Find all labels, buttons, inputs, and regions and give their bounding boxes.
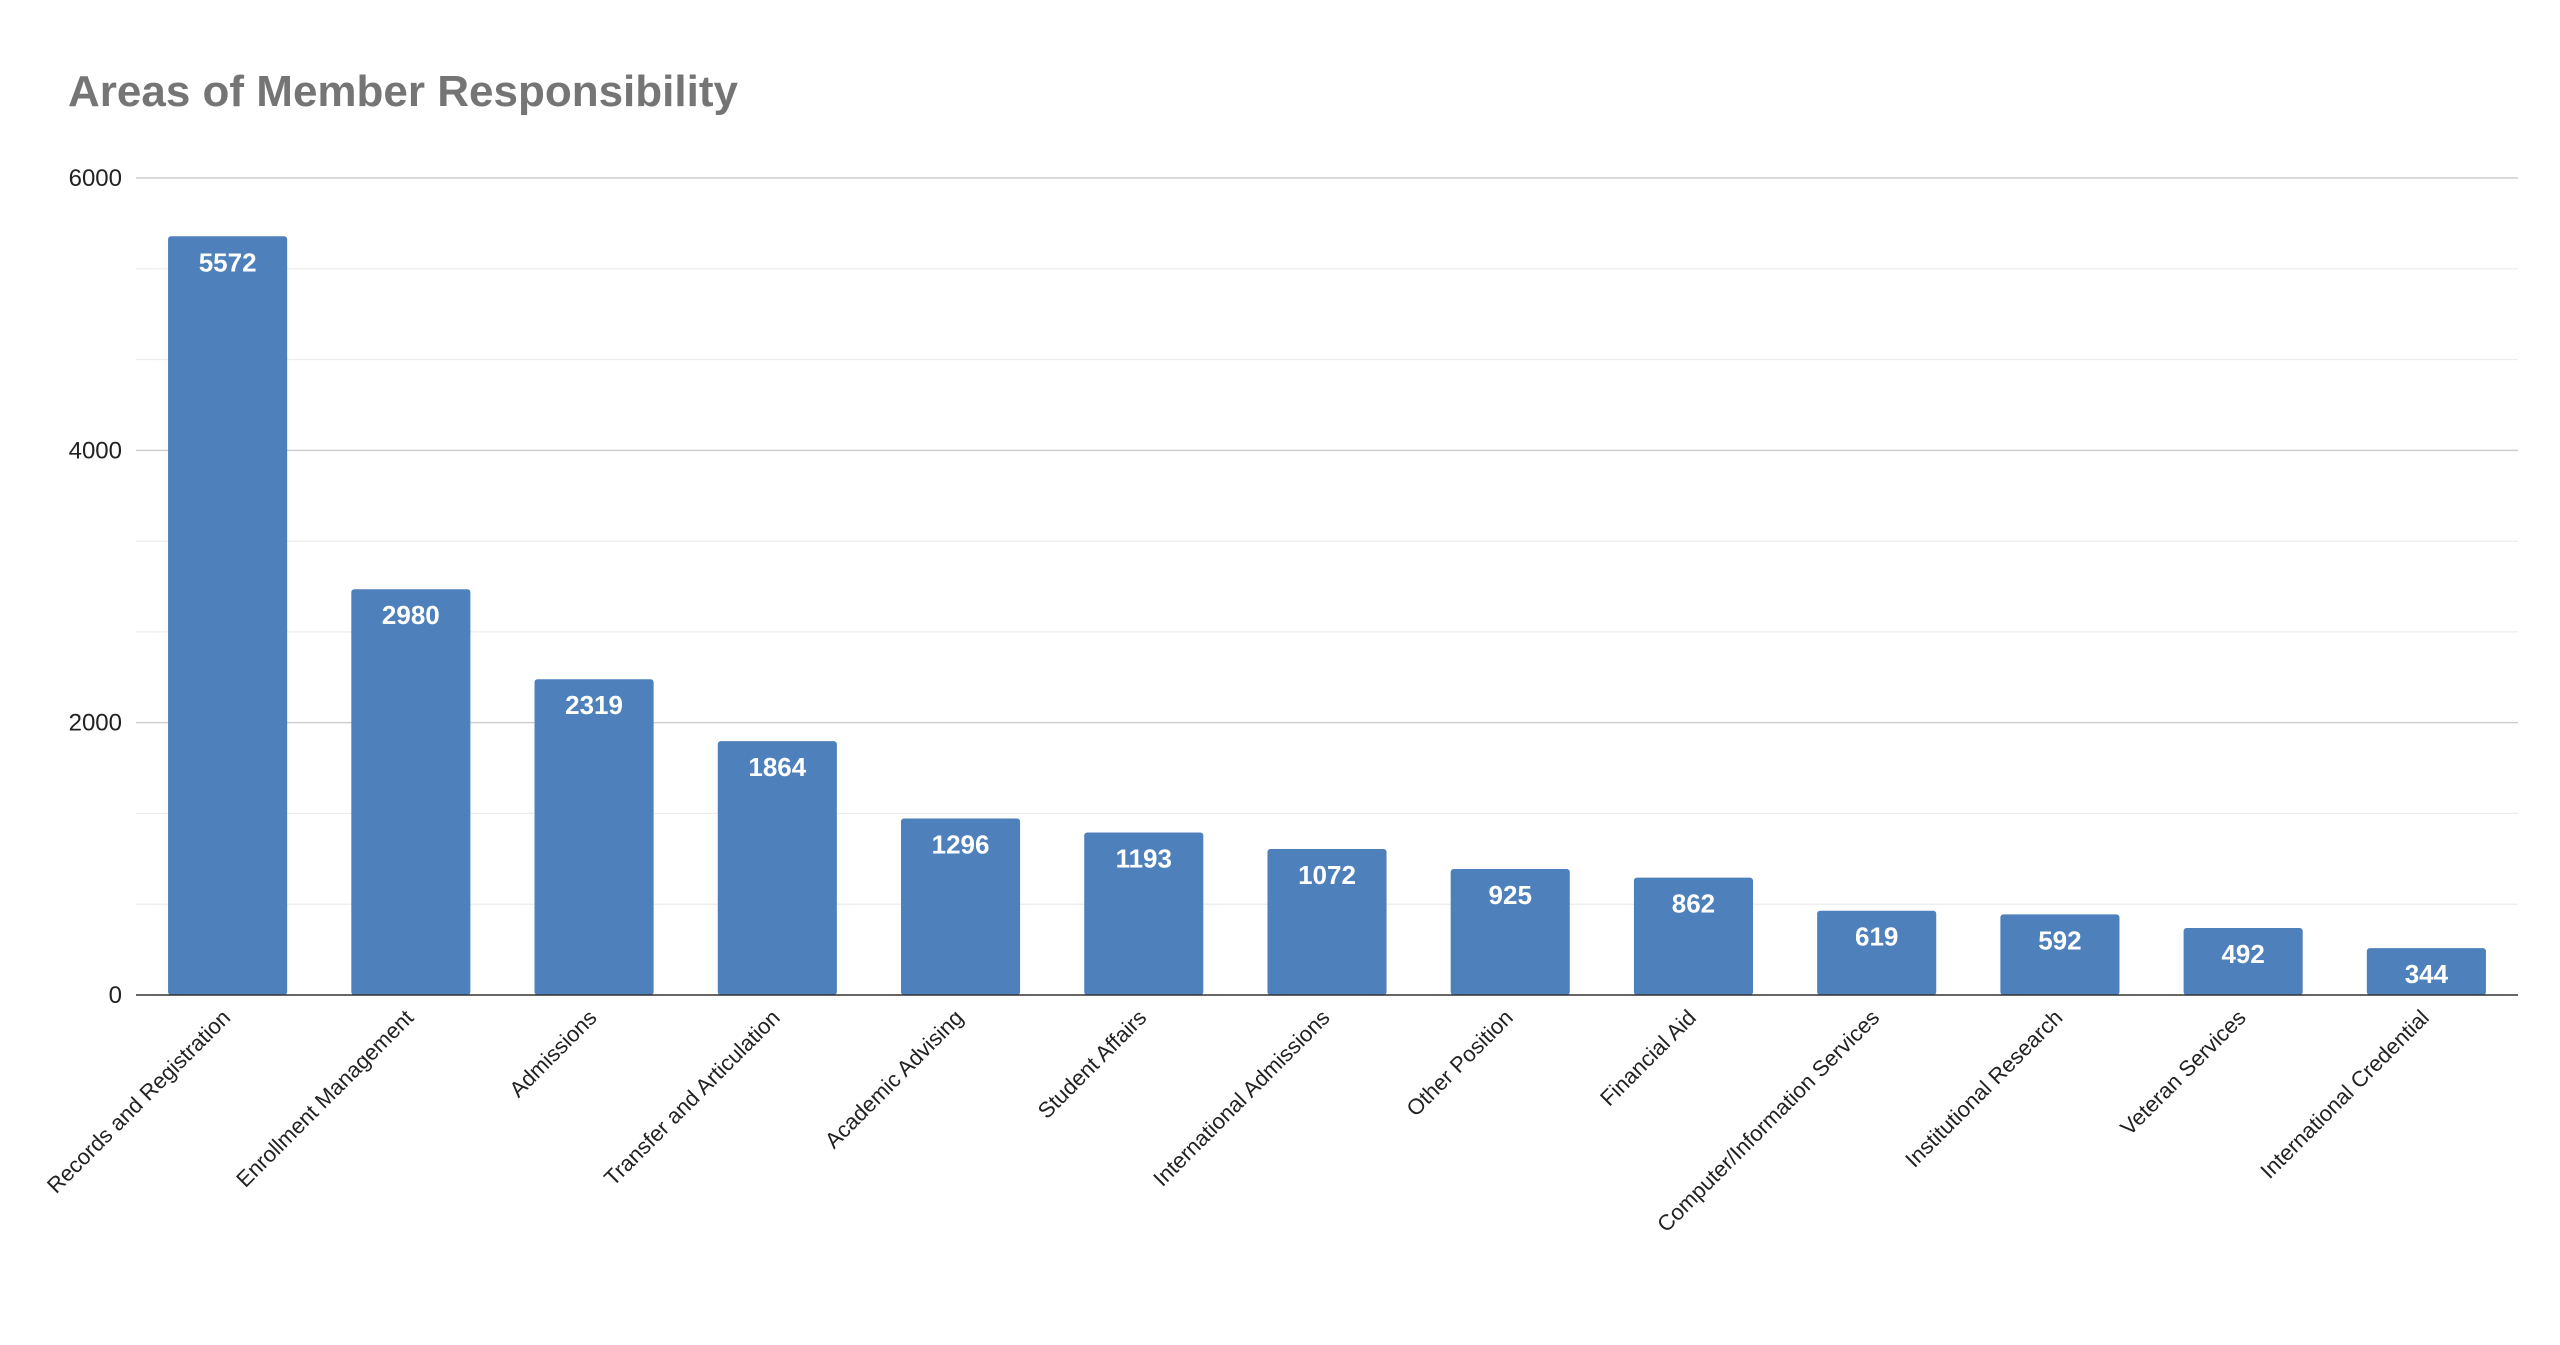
data-label: 1296	[932, 830, 990, 860]
bar	[2000, 914, 2120, 995]
bar	[1084, 832, 1204, 995]
gridlines	[136, 177, 2518, 905]
data-label: 1864	[748, 752, 806, 782]
data-labels: 5572 2980 2319 1864 1296 1193 1072 925 862 619 592…	[199, 247, 2449, 989]
x-tick-label: Institutional Research	[1900, 1005, 2067, 1172]
bar	[351, 589, 471, 995]
data-label: 2319	[565, 690, 623, 720]
x-tick-label: International Admissions	[1148, 1005, 1334, 1191]
bars	[168, 236, 2486, 996]
y-tick-label: 2000	[69, 710, 122, 737]
y-tick-label: 4000	[69, 437, 122, 464]
x-tick-label: Enrollment Management	[231, 1005, 418, 1192]
bar	[717, 741, 837, 995]
data-label: 862	[1672, 889, 1715, 919]
bar	[168, 236, 288, 996]
bar	[534, 679, 654, 995]
x-tick-label: Student Affairs	[1033, 1005, 1152, 1124]
x-tick-label: Other Position	[1402, 1005, 1518, 1121]
x-tick-label: International Credential	[2255, 1005, 2434, 1184]
bar	[1267, 849, 1387, 995]
data-label: 592	[2038, 925, 2081, 955]
bar	[2366, 948, 2486, 995]
data-label: 619	[1855, 922, 1898, 952]
bar	[2183, 928, 2303, 995]
data-label: 1072	[1298, 860, 1356, 890]
x-tick-label: Admissions	[504, 1005, 601, 1102]
x-tick-label: Records and Registration	[42, 1005, 235, 1198]
x-tick-label: Financial Aid	[1595, 1005, 1701, 1111]
x-tick-label: Computer/Information Services	[1652, 1005, 1884, 1237]
data-label: 2980	[382, 600, 440, 630]
data-label: 492	[2221, 939, 2264, 969]
data-label: 344	[2405, 959, 2449, 989]
x-tick-label: Academic Advising	[820, 1005, 968, 1153]
bar	[1633, 877, 1754, 995]
x-tick-label: Veteran Services	[2115, 1005, 2250, 1140]
bar	[900, 818, 1021, 995]
x-tick-label: Transfer and Articulation	[599, 1005, 785, 1191]
bar	[1450, 869, 1570, 995]
bar	[1817, 910, 1937, 995]
data-label: 925	[1489, 880, 1532, 910]
y-axis-tick-labels: 0 2000 4000 6000	[69, 165, 122, 1009]
data-label: 5572	[199, 247, 257, 277]
chart-title: Areas of Member Responsibility	[68, 67, 738, 116]
y-tick-label: 0	[109, 982, 122, 1009]
data-label: 1193	[1116, 844, 1172, 874]
y-tick-label: 6000	[69, 165, 122, 192]
